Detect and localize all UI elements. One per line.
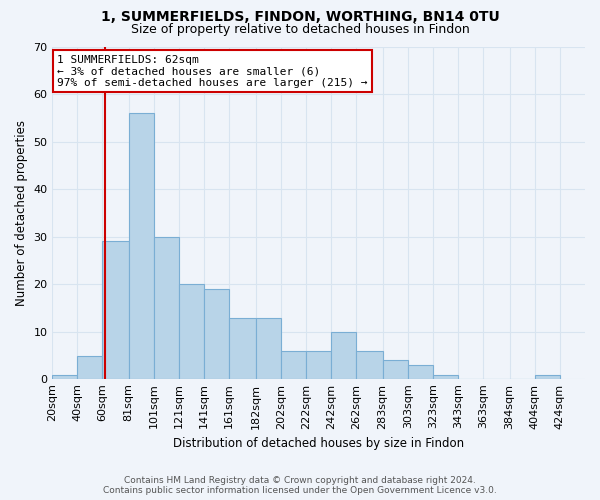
X-axis label: Distribution of detached houses by size in Findon: Distribution of detached houses by size … bbox=[173, 437, 464, 450]
Bar bbox=[154, 236, 179, 380]
Bar bbox=[52, 374, 77, 380]
Bar bbox=[229, 318, 256, 380]
Bar bbox=[179, 284, 204, 380]
Bar bbox=[306, 351, 331, 380]
Text: 1 SUMMERFIELDS: 62sqm
← 3% of detached houses are smaller (6)
97% of semi-detach: 1 SUMMERFIELDS: 62sqm ← 3% of detached h… bbox=[57, 55, 368, 88]
Y-axis label: Number of detached properties: Number of detached properties bbox=[15, 120, 28, 306]
Bar bbox=[102, 242, 128, 380]
Text: 1, SUMMERFIELDS, FINDON, WORTHING, BN14 0TU: 1, SUMMERFIELDS, FINDON, WORTHING, BN14 … bbox=[101, 10, 499, 24]
Bar bbox=[77, 356, 102, 380]
Bar bbox=[408, 365, 433, 380]
Bar bbox=[383, 360, 408, 380]
Bar bbox=[256, 318, 281, 380]
Bar bbox=[281, 351, 306, 380]
Text: Contains HM Land Registry data © Crown copyright and database right 2024.
Contai: Contains HM Land Registry data © Crown c… bbox=[103, 476, 497, 495]
Bar bbox=[331, 332, 356, 380]
Bar bbox=[128, 113, 154, 380]
Bar bbox=[204, 289, 229, 380]
Bar bbox=[433, 374, 458, 380]
Bar bbox=[535, 374, 560, 380]
Text: Size of property relative to detached houses in Findon: Size of property relative to detached ho… bbox=[131, 22, 469, 36]
Bar bbox=[356, 351, 383, 380]
